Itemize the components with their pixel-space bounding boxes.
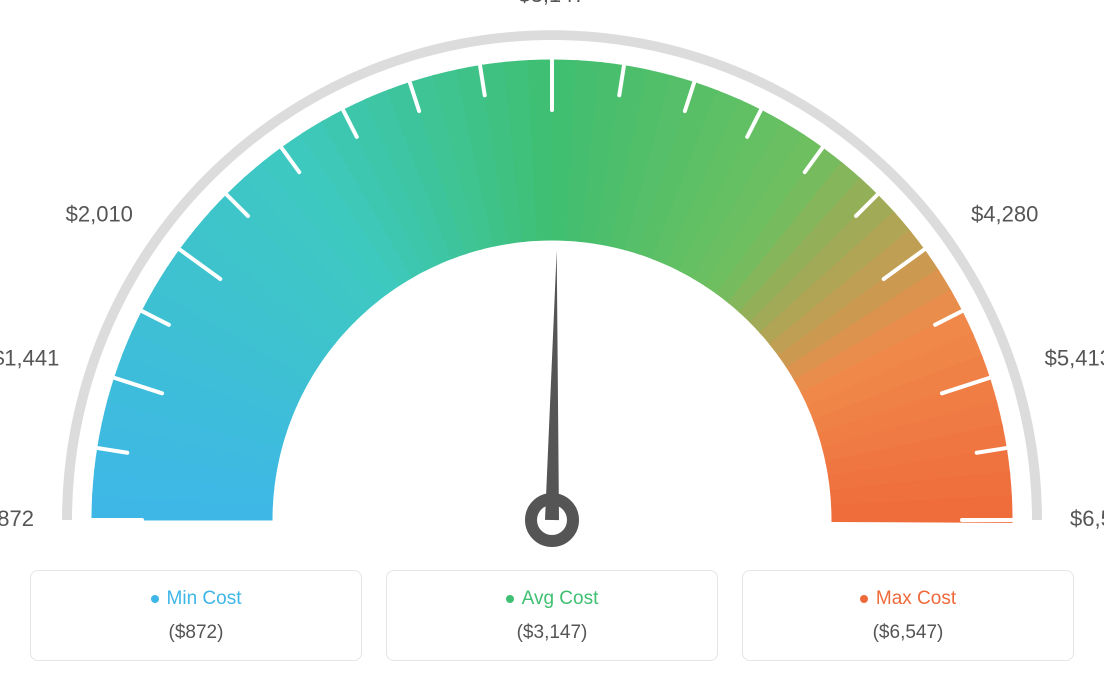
legend-label-min: Min Cost <box>151 589 242 608</box>
legend-label-max-text: Max Cost <box>876 589 956 608</box>
legend-value-min: ($872) <box>41 622 351 644</box>
legend-card-avg: Avg Cost ($3,147) <box>386 570 718 661</box>
legend-row: Min Cost ($872) Avg Cost ($3,147) Max Co… <box>0 570 1104 661</box>
dot-icon <box>860 595 868 603</box>
dot-icon <box>151 595 159 603</box>
legend-card-max: Max Cost ($6,547) <box>742 570 1074 661</box>
svg-text:$5,413: $5,413 <box>1045 346 1104 371</box>
svg-text:$4,280: $4,280 <box>971 201 1038 226</box>
legend-label-min-text: Min Cost <box>167 589 242 608</box>
svg-text:$872: $872 <box>0 506 34 531</box>
legend-value-max: ($6,547) <box>753 622 1063 644</box>
svg-text:$1,441: $1,441 <box>0 346 59 371</box>
svg-text:$3,147: $3,147 <box>518 0 585 7</box>
dot-icon <box>506 595 514 603</box>
svg-text:$2,010: $2,010 <box>66 201 133 226</box>
svg-text:$6,547: $6,547 <box>1070 506 1104 531</box>
legend-label-avg: Avg Cost <box>506 589 599 608</box>
legend-card-min: Min Cost ($872) <box>30 570 362 661</box>
legend-label-max: Max Cost <box>860 589 956 608</box>
legend-label-avg-text: Avg Cost <box>522 589 599 608</box>
legend-value-avg: ($3,147) <box>397 622 707 644</box>
cost-gauge-chart: $872 $1,441 $2,010 $3,147 $4,280 $5,413 $6,547 <box>0 0 1104 560</box>
